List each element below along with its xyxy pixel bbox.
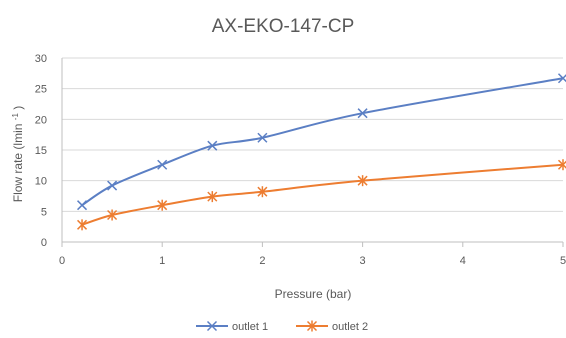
x-tick-label-5: 5 [560,255,566,267]
data-point-outlet-1-6 [557,73,566,84]
data-point-outlet-2-5 [357,175,368,187]
legend-item-outlet-2[interactable]: outlet 2 [296,320,368,334]
legend-marker-outlet-2 [306,320,318,332]
legend-label-outlet-1: outlet 1 [232,321,268,333]
data-point-outlet-2-0 [77,219,88,231]
legend-label-outlet-2: outlet 2 [332,321,368,333]
y-tick-labels: 0 5 10 15 20 25 30 [35,53,47,249]
legend-item-outlet-1[interactable]: outlet 1 [196,320,268,333]
series-outlet-1 [77,73,566,211]
data-point-outlet-2-6 [557,159,566,171]
y-tick-label-5: 5 [41,206,47,218]
x-tick-label-2: 2 [259,255,265,267]
y-tick-label-20: 20 [35,114,47,126]
y-axis-label: Flow rate (lmin -1 ) [7,106,25,203]
x-tick-label-3: 3 [360,255,366,267]
data-point-outlet-1-2 [157,159,168,170]
y-axis-label-superscript: -1 [11,113,20,121]
y-tick-label-15: 15 [35,145,47,157]
y-tick-label-25: 25 [35,84,47,96]
chart-title: AX-EKO-147-CP [212,16,355,37]
data-point-outlet-2-3 [207,191,218,203]
data-point-outlet-1-0 [77,200,88,211]
series-outlet-2 [77,159,566,231]
series-line-outlet-1 [81,77,564,207]
gridlines [62,57,563,212]
y-tick-label-0: 0 [41,237,47,249]
legend-marker-shape-outlet-2 [306,320,318,332]
y-axis-label-main: Flow rate (lmin [11,124,25,203]
x-tick-label-1: 1 [159,255,165,267]
legend: outlet 1 outlet 2 [196,320,368,334]
data-point-outlet-1-5 [357,108,368,119]
data-point-outlet-1-4 [257,132,268,143]
legend-marker-outlet-1 [206,320,218,332]
data-point-outlet-2-4 [257,186,268,198]
x-axis-label: Pressure (bar) [275,287,352,301]
x-tick-labels: 0 1 2 3 4 5 [59,255,566,267]
axes [61,58,564,247]
data-point-outlet-2-1 [107,209,118,221]
y-tick-label-30: 30 [35,53,47,65]
legend-marker-shape-outlet-1 [206,320,218,332]
series-group [77,73,566,231]
x-tick-label-0: 0 [59,255,65,267]
data-point-outlet-1-1 [107,180,118,191]
x-tick-label-4: 4 [460,255,466,267]
series-line-outlet-2 [81,163,564,226]
y-axis-label-close: ) [11,106,25,110]
y-tick-label-10: 10 [35,176,47,188]
data-point-outlet-1-3 [207,140,218,151]
data-point-outlet-2-2 [157,199,168,211]
